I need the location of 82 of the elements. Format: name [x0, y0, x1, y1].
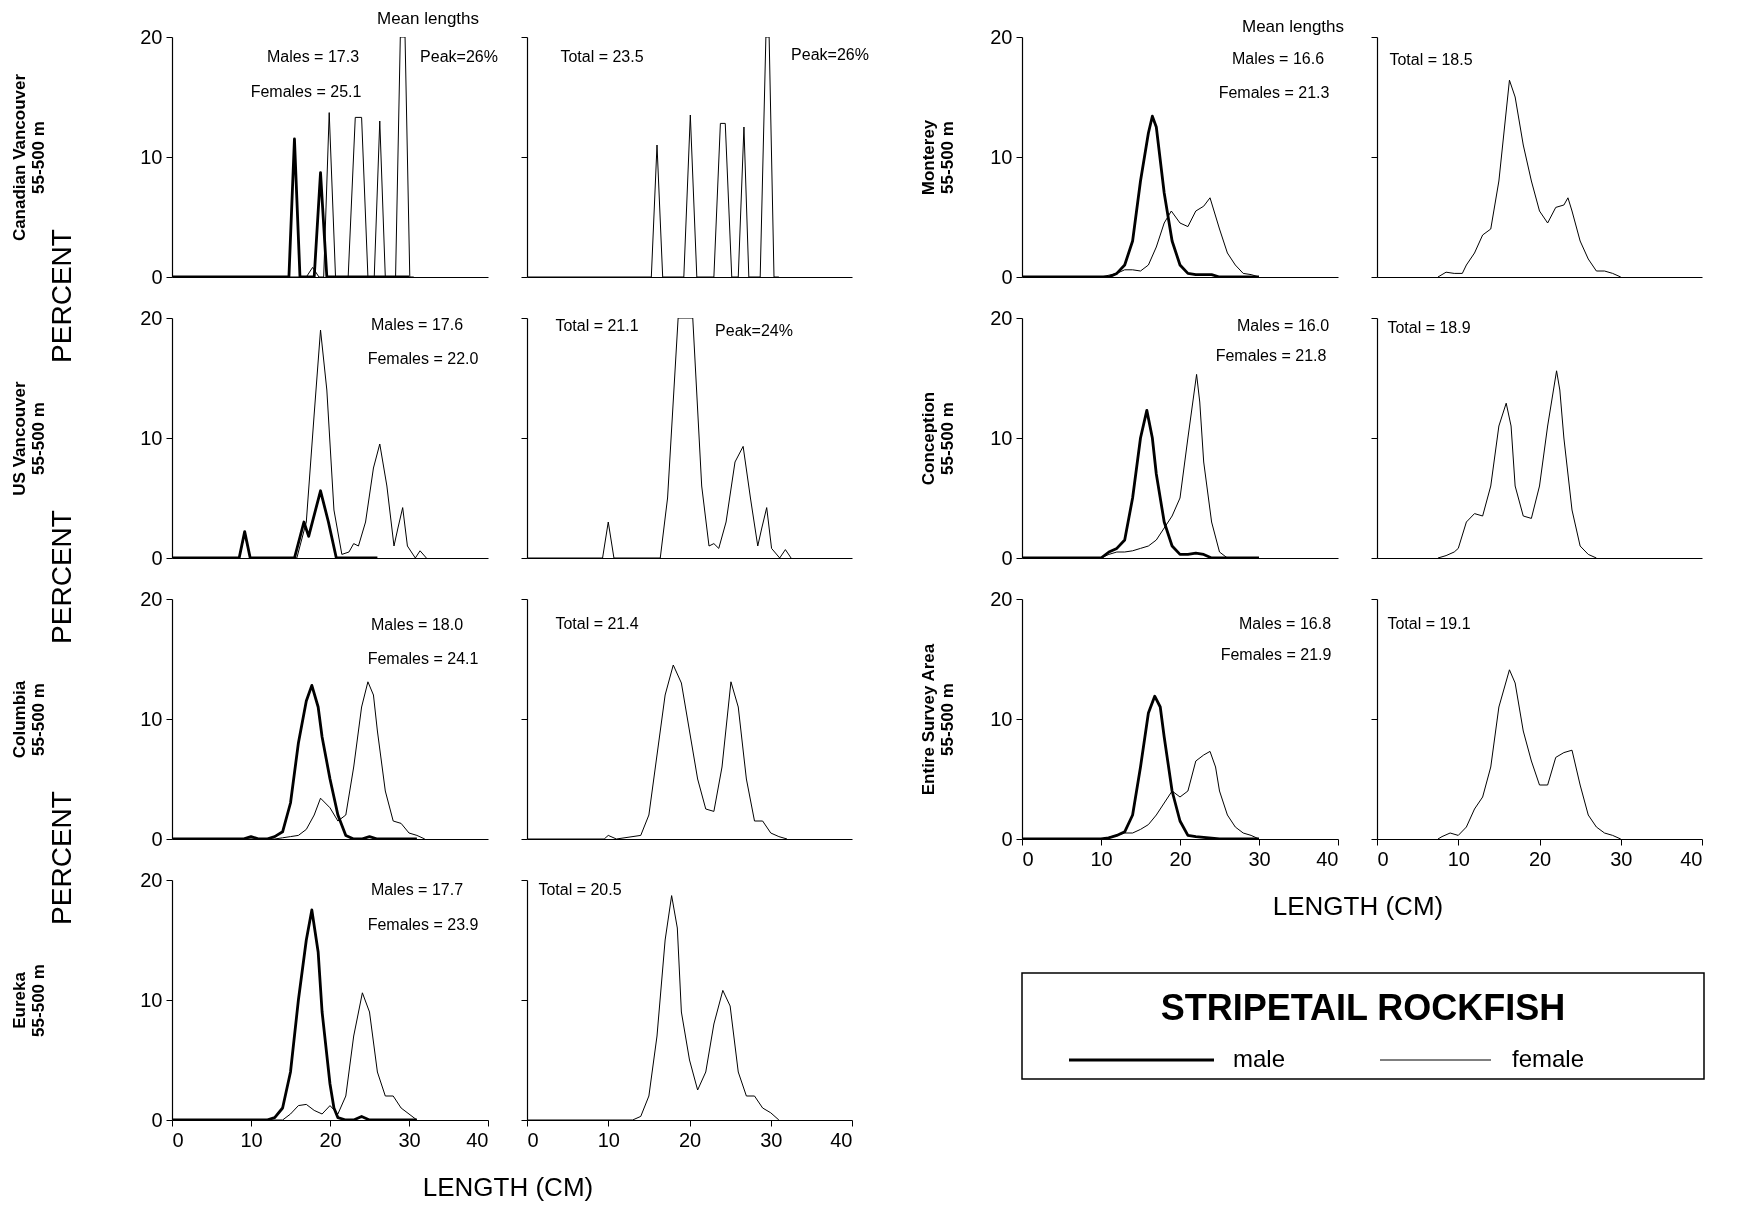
annotation: Males = 16.6 [1231, 50, 1325, 67]
x-tick-label: 40 [1316, 847, 1339, 870]
text: STRIPETAIL ROCKFISH [1160, 987, 1566, 1028]
x-tick-label: 10 [240, 1128, 263, 1151]
x-tick-label: 20 [1528, 847, 1552, 870]
y-tick-label: 20 [990, 25, 1013, 48]
x-tick-label: 40 [830, 1128, 853, 1151]
annotation: Females = 21.8 [1215, 347, 1327, 364]
y-tick-label: 10 [140, 707, 163, 730]
y-axis-title: Monterey 55-500 m [919, 119, 958, 196]
text: PERCENT [46, 510, 77, 644]
y-tick-label: 0 [1001, 265, 1013, 288]
y-axis-title: US Vancouver 55-500 m [10, 380, 49, 496]
x-tick-label: 30 [398, 1128, 421, 1151]
y-tick-label: 0 [151, 265, 163, 288]
y-tick-label: 10 [140, 145, 163, 168]
annotation: Total = 18.5 [1389, 51, 1473, 68]
y-axis-title: Canadian Vancouver 55-500 m [10, 73, 49, 242]
y-tick-label: 0 [1001, 546, 1013, 569]
x-tick-label: 10 [1090, 847, 1113, 870]
y-tick-label: 0 [151, 1108, 163, 1131]
annotation: Females = 23.9 [367, 916, 479, 933]
y-tick-label: 0 [151, 827, 163, 850]
x-tick-label: 20 [319, 1128, 342, 1151]
annotation: Females = 25.1 [250, 83, 362, 100]
x-axis-title: LENGTH (CM) [1272, 890, 1444, 921]
legend-label: male [1232, 1045, 1286, 1072]
x-tick-label: 20 [678, 1128, 702, 1151]
x-tick-label: 0 [1022, 847, 1034, 870]
x-tick-label: 10 [1447, 847, 1470, 870]
y-tick-label: 0 [1001, 827, 1013, 850]
x-tick-label: 0 [172, 1128, 184, 1151]
annotation: Males = 16.0 [1236, 317, 1330, 334]
x-tick-label: 30 [1248, 847, 1271, 870]
y-tick-label: 20 [140, 306, 163, 329]
annotation: Peak=26% [420, 48, 498, 65]
annotation: Peak=24% [715, 322, 793, 339]
annotation: Total = 19.1 [1387, 615, 1471, 632]
annotation: Males = 17.6 [370, 316, 464, 333]
annotation: Females = 21.3 [1218, 84, 1330, 101]
y-axis-title: Entire Survey Area 55-500 m [919, 643, 958, 796]
legend-label: female [1511, 1045, 1585, 1072]
text: PERCENT [46, 229, 77, 363]
y-tick-label: 20 [140, 868, 163, 891]
annotation: Males = 18.0 [370, 616, 464, 633]
annotation: Males = 16.8 [1238, 615, 1332, 632]
x-tick-label: 40 [1680, 847, 1703, 870]
y-tick-label: 10 [990, 426, 1013, 449]
text: PERCENT [46, 791, 77, 925]
y-tick-label: 10 [990, 145, 1013, 168]
annotation: Males = 17.3 [266, 48, 360, 65]
annotation: Total = 23.5 [560, 48, 644, 65]
y-axis-title: Conception 55-500 m [919, 391, 958, 486]
x-tick-label: 0 [527, 1128, 539, 1151]
annotation: Total = 21.4 [555, 615, 639, 632]
x-tick-label: 30 [760, 1128, 783, 1151]
annotation: Males = 17.7 [370, 881, 464, 898]
y-tick-label: 10 [140, 988, 163, 1011]
annotation: Total = 18.9 [1387, 319, 1471, 336]
x-axis-title: LENGTH (CM) [422, 1171, 594, 1202]
y-tick-label: 20 [990, 587, 1013, 610]
y-axis-title: Eureka 55-500 m [10, 964, 49, 1037]
text: Mean lengths [376, 9, 480, 28]
annotation: Total = 21.1 [555, 317, 639, 334]
x-tick-label: 10 [597, 1128, 620, 1151]
y-axis-title: Columbia 55-500 m [10, 680, 49, 759]
annotation: Females = 22.0 [367, 350, 479, 367]
annotation: Total = 20.5 [538, 881, 622, 898]
y-tick-label: 20 [990, 306, 1013, 329]
x-tick-label: 20 [1169, 847, 1192, 870]
annotation: Peak=26% [791, 46, 869, 63]
x-tick-label: 40 [466, 1128, 489, 1151]
x-tick-label: 0 [1377, 847, 1389, 870]
x-tick-label: 30 [1610, 847, 1633, 870]
text: Mean lengths [1241, 17, 1345, 36]
y-tick-label: 20 [140, 587, 163, 610]
annotation: Females = 24.1 [367, 650, 479, 667]
y-tick-label: 10 [990, 707, 1013, 730]
annotation: Females = 21.9 [1220, 646, 1332, 663]
y-tick-label: 10 [140, 426, 163, 449]
y-tick-label: 0 [151, 546, 163, 569]
y-tick-label: 20 [140, 25, 163, 48]
